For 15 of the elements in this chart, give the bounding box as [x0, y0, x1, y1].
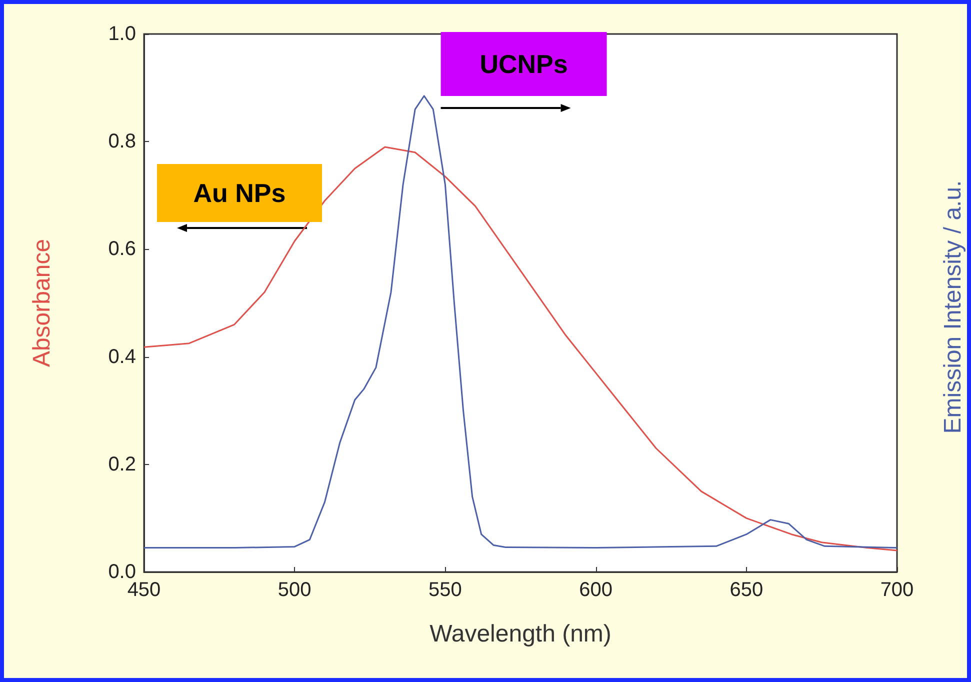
- x-axis-title: Wavelength (nm): [430, 620, 612, 648]
- x-tick-label: 550: [428, 579, 462, 601]
- annotation: Au NPs: [193, 178, 286, 208]
- y-tick-label: 1.0: [108, 23, 136, 45]
- x-tick-label: 650: [730, 579, 764, 601]
- y-tick-label: 0.8: [108, 130, 136, 153]
- annotation: UCNPs: [480, 49, 568, 79]
- y2-axis-title: Emission Intensity / a.u.: [940, 180, 966, 434]
- x-tick-label: 600: [579, 579, 612, 601]
- y-tick-label: 0.4: [108, 346, 136, 368]
- x-tick-label: 500: [278, 579, 312, 601]
- y-axis-title: Absorbance: [28, 238, 56, 368]
- y-tick-label: 0.2: [108, 453, 136, 476]
- x-tick-label: 700: [880, 579, 914, 601]
- y-tick-label: 0.6: [108, 238, 136, 260]
